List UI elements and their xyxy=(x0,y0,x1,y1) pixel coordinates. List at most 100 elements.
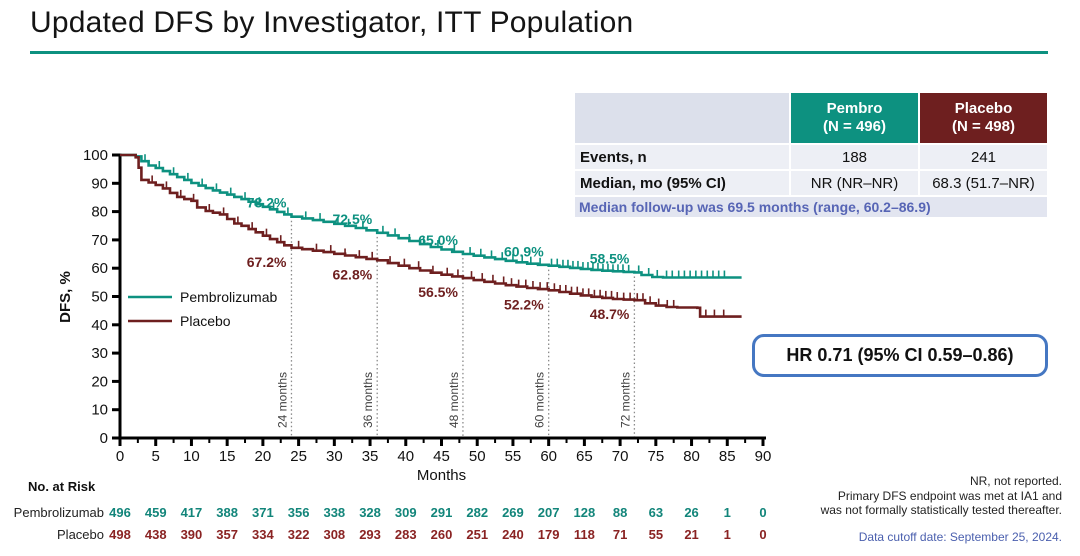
censor-ticks-pembrolizumab xyxy=(144,154,726,277)
landmark-pct-placebo-24: 67.2% xyxy=(247,254,287,270)
x-tick-label: 75 xyxy=(647,448,664,465)
legend: Pembrolizumab Placebo xyxy=(128,289,277,329)
x-tick-label: 25 xyxy=(290,448,307,465)
landmark-pct-pembrolizumab-36: 72.5% xyxy=(332,211,372,227)
footnote-line: Primary DFS endpoint was met at IA1 and xyxy=(837,488,1062,503)
risk-count: 388 xyxy=(216,505,238,520)
risk-count: 0 xyxy=(759,527,767,542)
landmark-pct-placebo-72: 48.7% xyxy=(590,306,630,322)
risk-count: 118 xyxy=(573,527,595,542)
risk-count: 308 xyxy=(323,527,346,542)
risk-count: 128 xyxy=(573,505,596,520)
summary-col-pembro-n: (N = 496) xyxy=(823,118,886,135)
y-tick-label: 90 xyxy=(91,175,108,192)
risk-count: 498 xyxy=(109,527,131,542)
risk-count: 1 xyxy=(723,505,731,520)
y-tick-label: 70 xyxy=(91,232,108,249)
x-tick-label: 85 xyxy=(719,448,736,465)
risk-count: 309 xyxy=(394,505,417,520)
landmark-label-36: 36 months xyxy=(361,372,375,428)
risk-count: 338 xyxy=(323,505,346,520)
risk-count: 269 xyxy=(502,505,524,520)
landmark-pct-placebo-36: 62.8% xyxy=(332,266,372,282)
y-tick-label: 50 xyxy=(91,289,108,306)
risk-count: 322 xyxy=(287,527,310,542)
summary-median-placebo: 68.3 (51.7–NR) xyxy=(920,171,1047,195)
risk-count: 240 xyxy=(502,527,524,542)
tick-labels: 0 10 20 30 40 50 60 70 80 90 100 0 5 10 15 20 25 30 35 40 45… xyxy=(83,147,771,465)
landmark-label-24: 24 months xyxy=(275,372,289,428)
median-followup-note: Median follow-up was 69.5 months (range,… xyxy=(575,197,1047,217)
y-tick-label: 40 xyxy=(91,317,108,334)
risk-count: 390 xyxy=(180,527,203,542)
landmark-pct-pembrolizumab-72: 58.5% xyxy=(590,250,630,266)
x-tick-label: 90 xyxy=(755,448,772,465)
risk-count: 0 xyxy=(759,505,767,520)
risk-count: 88 xyxy=(612,505,628,520)
hazard-ratio-text: HR 0.71 (95% CI 0.59–0.86) xyxy=(786,345,1014,365)
risk-count: 417 xyxy=(180,505,203,520)
risk-count: 496 xyxy=(109,505,131,520)
risk-count: 251 xyxy=(466,527,489,542)
risk-count: 356 xyxy=(287,505,310,520)
title-underline xyxy=(30,51,1048,54)
x-tick-label: 5 xyxy=(152,448,160,465)
x-tick-label: 60 xyxy=(540,448,557,465)
landmark-label-48: 48 months xyxy=(447,372,461,428)
summary-col-placebo-name: Placebo xyxy=(954,100,1013,118)
hazard-ratio-box: HR 0.71 (95% CI 0.59–0.86) xyxy=(752,334,1048,377)
risk-count: 21 xyxy=(684,527,699,542)
summary-table: Pembro (N = 496) Placebo (N = 498) Event… xyxy=(575,93,1047,217)
risk-count: 207 xyxy=(537,505,560,520)
summary-col-pembro: Pembro (N = 496) xyxy=(791,93,918,143)
x-tick-label: 0 xyxy=(116,448,124,465)
y-tick-label: 100 xyxy=(83,147,108,164)
landmark-pct-placebo-48: 56.5% xyxy=(418,284,458,300)
risk-row-label-placebo: Placebo xyxy=(57,527,104,542)
km-curve-placebo xyxy=(120,153,742,318)
risk-count: 63 xyxy=(648,505,664,520)
risk-count: 357 xyxy=(216,527,238,542)
risk-count: 438 xyxy=(144,527,167,542)
y-tick-label: 80 xyxy=(91,204,108,221)
y-tick-label: 60 xyxy=(91,260,108,277)
y-tick-label: 10 xyxy=(91,402,108,419)
footnote-line: NR, not reported. xyxy=(969,474,1062,488)
risk-count: 371 xyxy=(252,505,274,520)
censor-ticks-placebo xyxy=(151,175,725,316)
x-axis-title: Months xyxy=(417,467,466,484)
y-tick-label: 0 xyxy=(100,430,108,447)
x-tick-label: 15 xyxy=(219,448,236,465)
summary-events-placebo: 241 xyxy=(920,145,1047,169)
risk-count: 334 xyxy=(252,527,274,542)
risk-count: 328 xyxy=(359,505,381,520)
footnotes: NR, not reported. Primary DFS endpoint w… xyxy=(821,474,1062,518)
summary-col-placebo: Placebo (N = 498) xyxy=(920,93,1047,143)
y-tick-label: 20 xyxy=(91,373,108,390)
legend-label-pembrolizumab: Pembrolizumab xyxy=(180,289,277,305)
axes xyxy=(112,153,766,446)
landmark-label-72: 72 months xyxy=(618,372,632,428)
risk-count: 459 xyxy=(144,505,167,520)
x-tick-label: 40 xyxy=(397,448,414,465)
x-tick-label: 45 xyxy=(433,448,450,465)
landmark-label-60: 60 months xyxy=(533,372,547,428)
risk-count: 179 xyxy=(537,527,560,542)
x-tick-label: 65 xyxy=(576,448,593,465)
x-tick-label: 70 xyxy=(612,448,629,465)
risk-count: 260 xyxy=(430,527,453,542)
landmark-pct-pembrolizumab-48: 65.0% xyxy=(418,232,458,248)
risk-count: 71 xyxy=(612,527,628,542)
footnote-line: was not formally statistically tested th… xyxy=(820,503,1062,518)
summary-row-median-label: Median, mo (95% CI) xyxy=(575,171,789,195)
risk-count: 26 xyxy=(684,505,699,520)
risk-count: 282 xyxy=(466,505,489,520)
risk-count: 55 xyxy=(648,527,664,542)
x-tick-label: 50 xyxy=(469,448,486,465)
summary-corner-cell xyxy=(575,93,789,143)
x-tick-label: 30 xyxy=(326,448,343,465)
risk-count: 283 xyxy=(394,527,417,542)
y-axis-title: DFS, % xyxy=(57,271,74,323)
risk-count: 293 xyxy=(359,527,381,542)
